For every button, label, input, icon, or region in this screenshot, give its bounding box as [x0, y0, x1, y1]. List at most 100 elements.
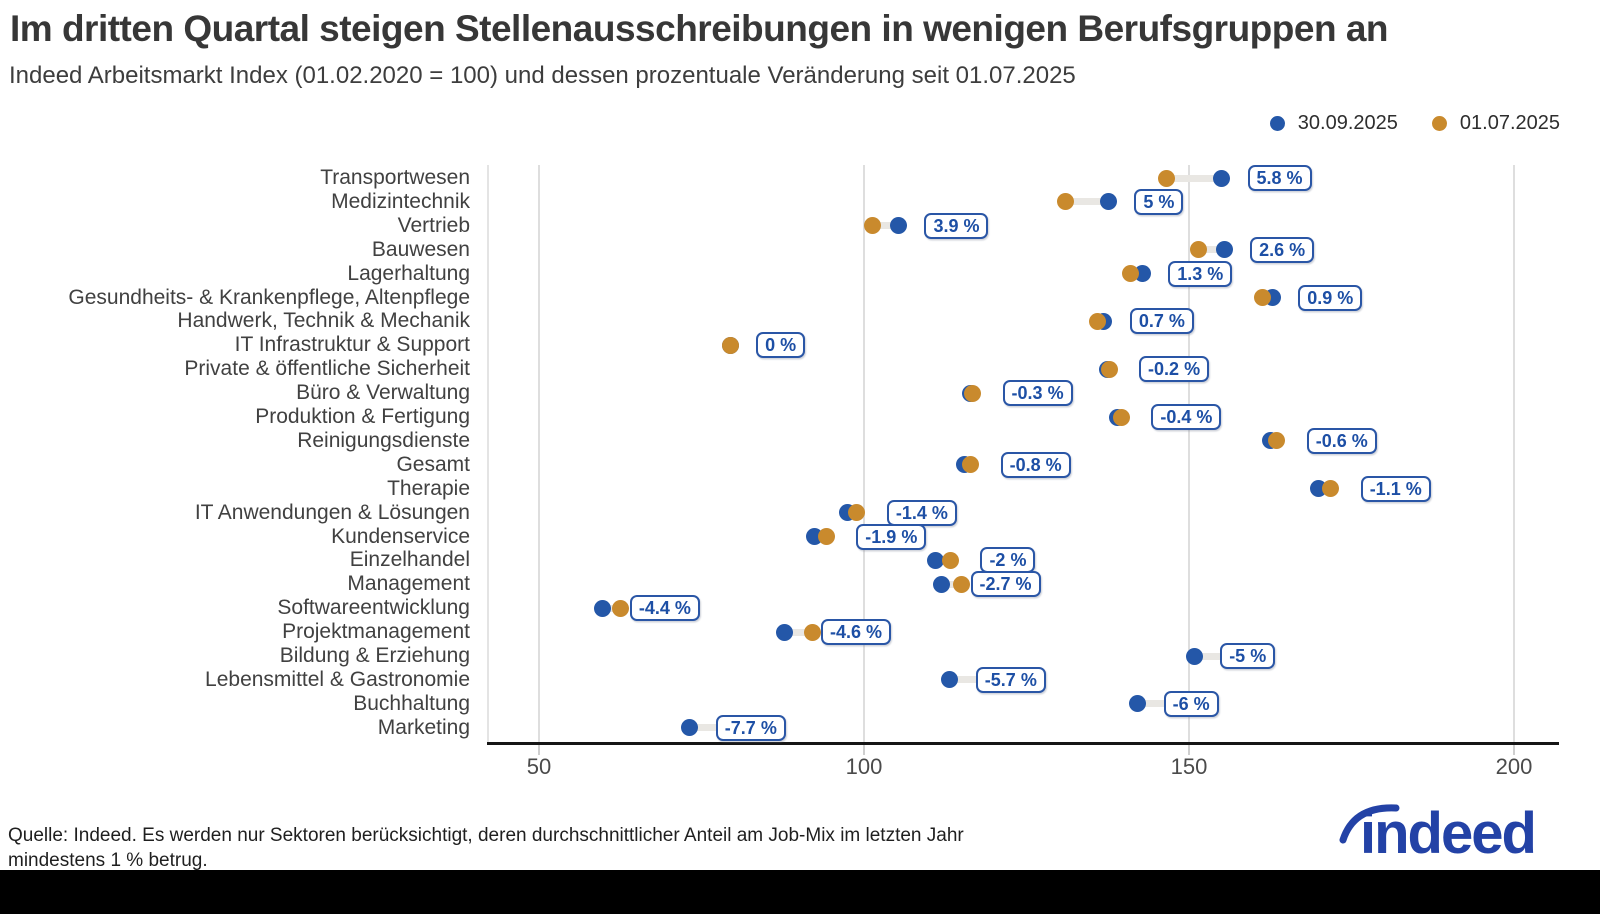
tick-label-200: 200 [1495, 754, 1533, 779]
change-label: -0.3 % [1002, 380, 1073, 407]
legend: 30.09.2025 01.07.2025 [1269, 112, 1560, 135]
legend-label-jul01: 01.07.2025 [1459, 112, 1560, 134]
dot-jul01 [964, 384, 982, 402]
category-label: Projektmanagement [282, 620, 470, 644]
dot-sep30 [1129, 695, 1147, 713]
category-label: Therapie [387, 476, 470, 500]
dumbbell-connector [784, 628, 812, 636]
dot-sep30 [889, 217, 907, 235]
gridline-100 [863, 165, 865, 742]
dot-jul01 [863, 217, 881, 235]
gridline-50 [538, 165, 540, 742]
dot-jul01 [962, 456, 980, 474]
axis-tick-100 [863, 745, 865, 755]
dumbbell-connector [1166, 174, 1222, 182]
dot-sep30 [1099, 193, 1117, 211]
axis-tick-200 [1513, 745, 1515, 755]
category-label: Büro & Verwaltung [296, 381, 470, 405]
category-label: Bildung & Erziehung [279, 644, 470, 667]
change-label: 0.9 % [1298, 284, 1363, 311]
dumbbell-connector [941, 580, 962, 588]
plot-left-border [487, 165, 489, 742]
category-label: Bauwesen [371, 237, 470, 261]
dot-sep30 [594, 599, 612, 617]
change-label: -1.1 % [1360, 475, 1431, 502]
dumbbell-connector [689, 724, 730, 732]
category-label: IT Anwendungen & Lösungen [194, 500, 470, 524]
bottom-black-bar [0, 870, 1600, 914]
category-label: Reinigungsdienste [297, 428, 470, 452]
legend-item-sep30: 30.09.2025 [1269, 112, 1398, 135]
category-label: Einzelhandel [349, 548, 470, 572]
dumbbell-connector [949, 676, 994, 684]
source-note: Quelle: Indeed. Es werden nur Sektoren b… [8, 823, 1208, 873]
change-label: -6 % [1163, 690, 1219, 717]
chart-subtitle: Indeed Arbeitsmarkt Index (01.02.2020 = … [9, 62, 1076, 89]
dumbbell-connector [1065, 198, 1109, 206]
change-label: 1.3 % [1168, 260, 1233, 287]
category-label: Lagerhaltung [347, 261, 470, 285]
dot-jul01 [1322, 480, 1340, 498]
x-axis-line [487, 742, 1559, 745]
change-label: -0.8 % [1000, 451, 1071, 478]
source-note-line2: mindestens 1 % betrug. [8, 850, 208, 871]
category-label: Kundenservice [331, 524, 470, 548]
gridline-200 [1513, 165, 1515, 742]
dot-jul01 [1157, 169, 1175, 187]
change-label: -2.7 % [970, 571, 1041, 598]
dot-jul01 [848, 504, 866, 522]
dumbbell-connector [1198, 246, 1225, 254]
chart-title: Im dritten Quartal steigen Stellenaussch… [10, 8, 1389, 49]
category-label: Vertrieb [397, 213, 470, 237]
indeed-logo: indeed [1338, 796, 1568, 868]
legend-dot-orange-icon [1431, 116, 1447, 131]
gridline-150 [1188, 165, 1190, 742]
change-label: -0.2 % [1139, 356, 1210, 383]
source-note-line1: Quelle: Indeed. Es werden nur Sektoren b… [8, 825, 964, 846]
dot-jul01 [721, 336, 739, 354]
indeed-logo-text: indeed [1360, 801, 1537, 866]
legend-label-sep30: 30.09.2025 [1297, 112, 1398, 134]
category-label: Buchhaltung [353, 691, 470, 715]
category-label: Produktion & Fertigung [255, 405, 470, 428]
dot-sep30 [1215, 241, 1233, 259]
change-label: 5.8 % [1247, 165, 1312, 191]
category-label: IT Infrastruktur & Support [234, 333, 470, 357]
category-label: Marketing [377, 715, 470, 739]
change-label: -1.4 % [886, 499, 957, 526]
dot-sep30 [1185, 647, 1203, 665]
category-label: Medizintechnik [331, 189, 470, 213]
change-label: -1.9 % [856, 523, 927, 550]
dot-sep30 [932, 575, 950, 593]
category-label: Lebensmittel & Gastronomie [205, 667, 470, 691]
change-label: -0.4 % [1151, 404, 1222, 430]
change-label: 2.6 % [1250, 236, 1315, 263]
tick-label-100: 100 [845, 754, 883, 779]
change-label: -4.6 % [821, 619, 892, 646]
dot-jul01 [1253, 289, 1271, 306]
category-label: Gesamt [396, 452, 470, 476]
dot-sep30 [941, 671, 959, 689]
change-label: -2 % [980, 547, 1036, 574]
dot-sep30 [681, 719, 699, 737]
tick-label-50: 50 [526, 754, 552, 779]
dot-jul01 [1122, 265, 1139, 283]
category-label: Softwareentwicklung [277, 596, 470, 620]
dot-sep30 [1213, 169, 1230, 187]
axis-tick-50 [538, 745, 540, 755]
dumbbell-connector [872, 222, 899, 230]
change-label: 0 % [756, 332, 806, 359]
category-label: Gesundheits- & Krankenpflege, Altenpfleg… [68, 285, 470, 309]
dot-jul01 [1112, 408, 1130, 426]
axis-tick-150 [1188, 745, 1190, 755]
dot-jul01 [803, 623, 821, 641]
dot-jul01 [953, 575, 970, 593]
dumbbell-connector [602, 604, 621, 612]
dot-sep30 [927, 551, 944, 569]
dot-jul01 [1057, 193, 1074, 211]
dumbbell-connector [1194, 652, 1246, 660]
change-label: -5.7 % [975, 666, 1046, 693]
category-label: Management [347, 572, 470, 596]
category-label: Private & öffentliche Sicherheit [184, 357, 470, 381]
